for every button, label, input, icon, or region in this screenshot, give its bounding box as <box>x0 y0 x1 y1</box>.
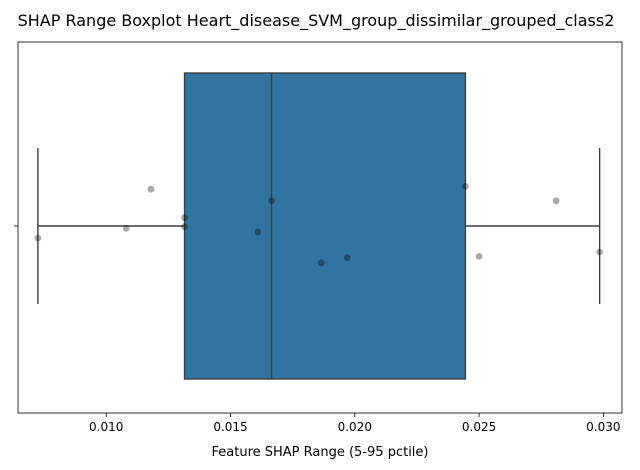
data-point <box>596 248 604 256</box>
data-point <box>181 214 188 222</box>
data-point <box>317 259 325 267</box>
x-tick-label: 0.010 <box>89 420 123 434</box>
data-point <box>147 185 155 193</box>
data-point <box>343 254 351 261</box>
data-point <box>462 183 469 190</box>
data-point <box>181 223 188 231</box>
data-point <box>268 197 275 205</box>
data-point <box>475 253 483 260</box>
chart-title: SHAP Range Boxplot Heart_disease_SVM_gro… <box>18 11 615 31</box>
x-tick-label: 0.030 <box>586 420 620 434</box>
plot-frame <box>17 41 623 414</box>
data-point <box>254 228 262 236</box>
data-point <box>122 225 130 232</box>
data-point <box>552 197 560 205</box>
x-axis-label: Feature SHAP Range (5-95 pctile) <box>212 445 429 460</box>
x-tick-label: 0.025 <box>462 420 496 434</box>
data-point <box>34 234 42 242</box>
plot-area <box>34 72 604 380</box>
x-tick-label: 0.015 <box>213 420 247 434</box>
box-iqr <box>183 72 467 380</box>
x-axis: 0.010 0.015 0.020 0.025 0.030 <box>89 413 621 434</box>
x-tick-label: 0.020 <box>338 420 372 434</box>
